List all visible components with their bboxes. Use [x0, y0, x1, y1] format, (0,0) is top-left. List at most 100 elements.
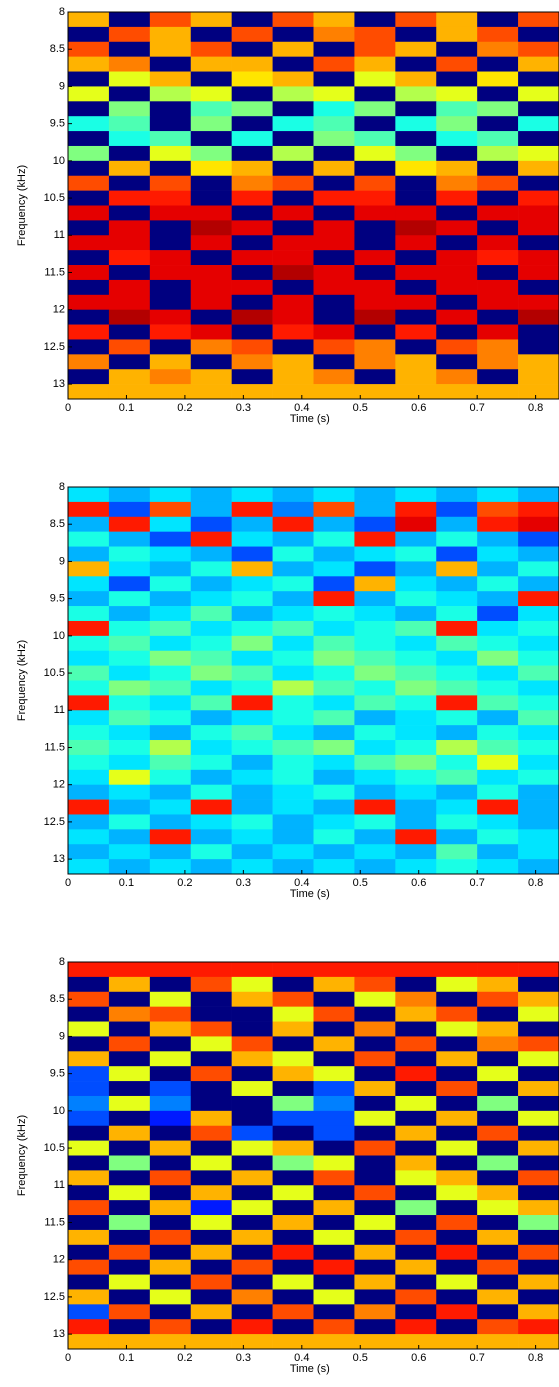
heatmap-cell — [190, 131, 232, 147]
heatmap-cell — [436, 190, 478, 206]
heatmap-cell — [68, 279, 110, 296]
heatmap-cell — [477, 635, 519, 652]
heatmap-cell — [518, 814, 559, 830]
heatmap-cell — [436, 1155, 478, 1171]
heatmap-cell — [149, 576, 192, 592]
y-tick-label: 9 — [59, 1030, 65, 1042]
heatmap-cell — [518, 324, 559, 340]
heatmap-cell — [272, 1006, 314, 1022]
heatmap-cell — [272, 1319, 314, 1335]
heatmap-cell — [477, 531, 519, 547]
heatmap-cell — [354, 501, 396, 518]
heatmap-cell — [272, 487, 314, 503]
heatmap-cell — [190, 384, 232, 400]
heatmap-cell — [108, 309, 151, 325]
heatmap-cell — [231, 41, 273, 57]
heatmap-cell — [354, 591, 396, 607]
heatmap-cell — [190, 369, 232, 385]
heatmap-cell — [477, 265, 519, 281]
heatmap-cell — [108, 1095, 151, 1112]
heatmap-cell — [231, 531, 273, 547]
heatmap-cell — [108, 991, 151, 1007]
x-tick-label: 0.3 — [236, 402, 251, 414]
heatmap-cell — [518, 1095, 559, 1112]
heatmap-cell — [395, 814, 437, 830]
heatmap-cell — [354, 859, 396, 875]
heatmap-cell — [518, 591, 559, 607]
heatmap-cell — [108, 41, 151, 57]
heatmap-cell — [354, 1274, 396, 1290]
heatmap-cell — [477, 41, 519, 57]
heatmap-cell — [313, 576, 355, 592]
heatmap-cell — [436, 546, 478, 562]
heatmap-cell — [436, 1229, 478, 1246]
heatmap-cell — [272, 131, 314, 147]
heatmap-cell — [477, 487, 519, 503]
heatmap-cell — [272, 309, 314, 325]
heatmap-cell — [108, 131, 151, 147]
heatmap-cell — [272, 384, 314, 400]
heatmap-cell — [149, 265, 192, 281]
heatmap-cell — [68, 1244, 110, 1260]
heatmap-cell — [190, 1095, 232, 1112]
heatmap-cell — [313, 1021, 355, 1037]
heatmap-cell — [477, 309, 519, 325]
heatmap-cell — [108, 784, 151, 800]
heatmap-cell — [436, 665, 478, 681]
heatmap-cell — [313, 101, 355, 117]
heatmap-cell — [395, 576, 437, 592]
heatmap-cell — [436, 116, 478, 132]
heatmap-cell — [354, 680, 396, 696]
heatmap-cell — [395, 829, 437, 845]
heatmap-cell — [354, 116, 396, 132]
heatmap-cell — [272, 1334, 314, 1350]
heatmap-cell — [395, 740, 437, 756]
heatmap-cell — [231, 576, 273, 592]
heatmap-cell — [231, 991, 273, 1007]
heatmap-cell — [518, 1229, 559, 1246]
heatmap-cell — [68, 86, 110, 102]
heatmap-cell — [190, 1140, 232, 1156]
heatmap-cell — [313, 1304, 355, 1320]
heatmap-cell — [190, 1334, 232, 1350]
heatmap-cell — [477, 190, 519, 206]
heatmap-cell — [231, 1274, 273, 1290]
heatmap-cell — [149, 591, 192, 607]
heatmap-cell — [436, 962, 478, 978]
heatmap-cell — [190, 784, 232, 800]
heatmap-cell — [68, 384, 110, 400]
heatmap-cell — [149, 384, 192, 400]
heatmap-cell — [272, 754, 314, 771]
heatmap-cell — [272, 606, 314, 622]
heatmap-cell — [436, 41, 478, 57]
heatmap-cell — [108, 384, 151, 400]
y-tick-label: 10.5 — [44, 1142, 65, 1154]
heatmap-cell — [190, 279, 232, 296]
heatmap-cell — [395, 1200, 437, 1216]
heatmap-cell — [272, 814, 314, 830]
heatmap-cell — [272, 1200, 314, 1216]
heatmap-cell — [477, 799, 519, 815]
heatmap-cell — [190, 116, 232, 132]
heatmap-cell — [518, 12, 559, 28]
heatmap-cell — [436, 205, 478, 221]
heatmap-cell — [68, 784, 110, 800]
heatmap-cell — [313, 175, 355, 191]
heatmap-cell — [354, 384, 396, 400]
heatmap-cell — [231, 26, 273, 43]
y-tick-label: 11 — [54, 1179, 65, 1191]
heatmap-cell — [190, 309, 232, 325]
heatmap-cell — [231, 1051, 273, 1067]
heatmap-cell — [436, 309, 478, 325]
heatmap-cell — [518, 220, 559, 236]
heatmap-cell — [436, 531, 478, 547]
heatmap-cell — [518, 26, 559, 43]
heatmap-cell — [149, 859, 192, 875]
heatmap-cell — [477, 250, 519, 266]
heatmap-cell — [68, 235, 110, 251]
heatmap-cell — [190, 754, 232, 771]
heatmap-cell — [313, 591, 355, 607]
heatmap-cell — [68, 740, 110, 756]
heatmap-cell — [190, 516, 232, 532]
heatmap-cell — [436, 1095, 478, 1112]
